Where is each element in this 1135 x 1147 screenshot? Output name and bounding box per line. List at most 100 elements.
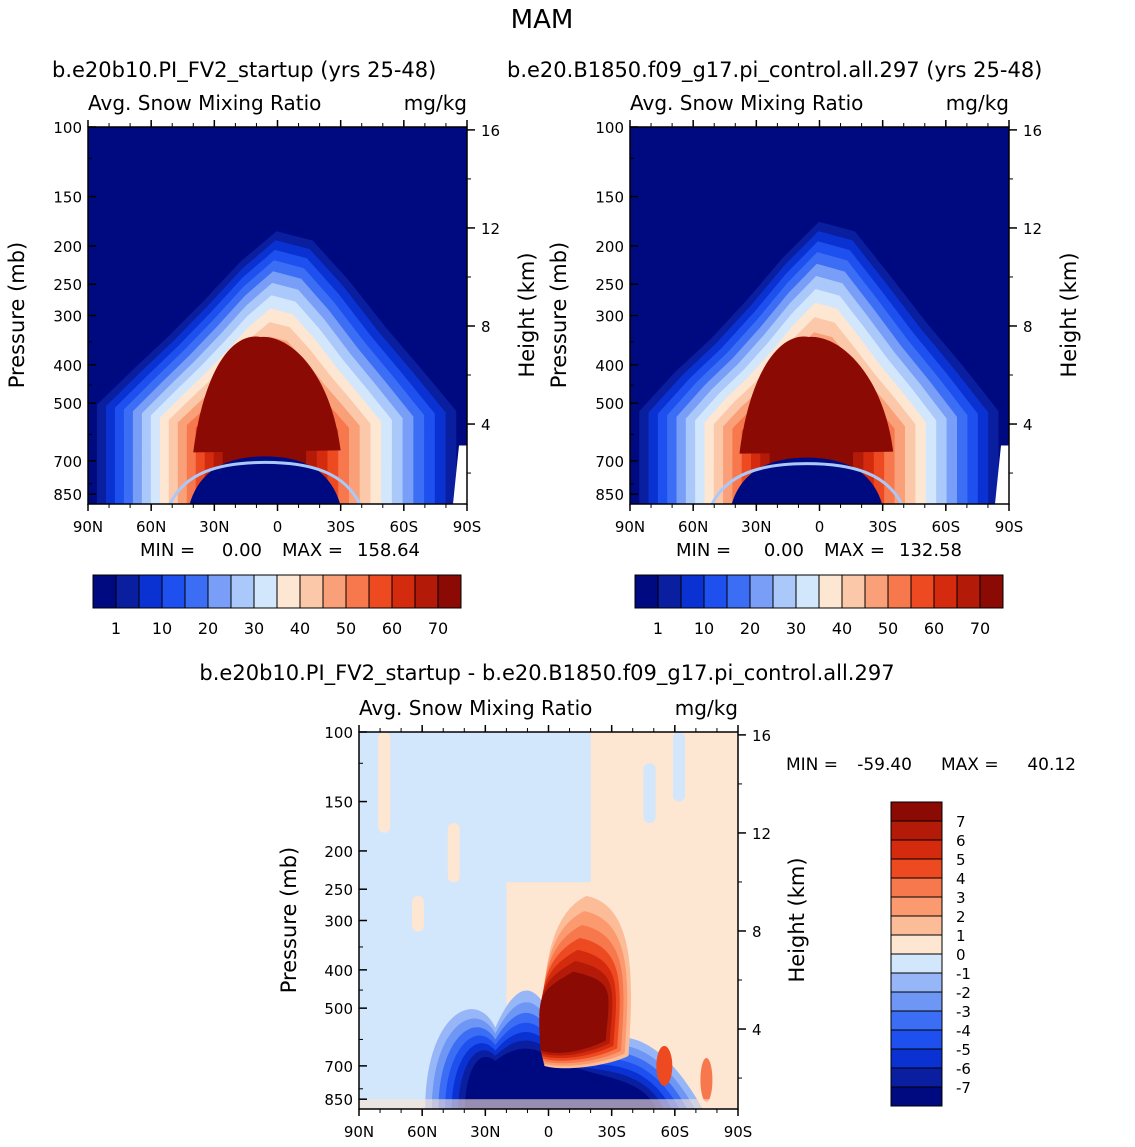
diff-streak bbox=[643, 763, 656, 824]
left-min-label: MIN = bbox=[140, 540, 195, 561]
diff-ytick-label: 700 bbox=[324, 1058, 353, 1076]
left-max-value: 158.64 bbox=[357, 540, 420, 561]
left-height-tick-label: 16 bbox=[481, 122, 500, 140]
right-plot-units: mg/kg bbox=[946, 91, 1009, 115]
diff-colorbar-box bbox=[890, 953, 943, 974]
diff-xtick-label: 30N bbox=[470, 1123, 500, 1141]
diff-xtick-label: 30S bbox=[597, 1123, 626, 1141]
left-colorbar-label: 50 bbox=[336, 619, 356, 638]
left-plot-title: Avg. Snow Mixing Ratio bbox=[88, 91, 321, 115]
left-min-value: 0.00 bbox=[222, 540, 262, 561]
right-ytick-label: 850 bbox=[595, 486, 624, 504]
diff-colorbar-box bbox=[890, 1010, 943, 1031]
left-colorbar-label: 70 bbox=[428, 619, 448, 638]
left-colorbar-box bbox=[115, 574, 140, 609]
diff-positive-blob bbox=[700, 1057, 713, 1102]
right-axes: 100 150 200 250 300 400 500 700 850 16 12 8 4 90N 60N 3… bbox=[595, 119, 1042, 536]
left-panel: Avg. Snow Mixing Ratio mg/kg 10015020025… bbox=[5, 91, 539, 638]
right-colorbar-label: 20 bbox=[740, 619, 760, 638]
season-title: MAM bbox=[511, 5, 574, 35]
left-ytick-label: 200 bbox=[53, 238, 82, 256]
right-colorbar-label: 70 bbox=[970, 619, 990, 638]
diff-streak bbox=[673, 732, 686, 802]
right-colorbar-box bbox=[887, 574, 912, 609]
diff-positive-core bbox=[539, 971, 609, 1053]
diff-colorbar-box bbox=[890, 858, 943, 879]
right-colorbar-box bbox=[749, 574, 774, 609]
right-min-value: 0.00 bbox=[764, 540, 804, 561]
left-colorbar-label: 40 bbox=[290, 619, 310, 638]
snow-max-core bbox=[739, 336, 894, 454]
left-colorbar-box bbox=[391, 574, 416, 609]
left-xtick-label: 0 bbox=[273, 518, 283, 536]
right-min-label: MIN = bbox=[676, 540, 731, 561]
melting-layer-edge bbox=[710, 462, 904, 504]
left-xtick-label: 90S bbox=[453, 518, 482, 536]
left-xtick-label: 30N bbox=[199, 518, 229, 536]
right-colorbar-box bbox=[680, 574, 705, 609]
left-height-label: Height (km) bbox=[515, 252, 539, 377]
right-ytick-label: 150 bbox=[595, 189, 624, 207]
diff-panel: Avg. Snow Mixing Ratio mg/kg 10015020025… bbox=[277, 696, 1076, 1141]
diff-colorbar-label: -2 bbox=[956, 984, 971, 1002]
diff-colorbar-label: 1 bbox=[956, 927, 966, 945]
right-xtick-label: 90S bbox=[995, 518, 1024, 536]
diff-xtick-label: 90S bbox=[724, 1123, 753, 1141]
diff-colorbar-box bbox=[890, 820, 943, 841]
left-ytick-label: 250 bbox=[53, 276, 82, 294]
diff-ytick-label: 150 bbox=[324, 794, 353, 812]
right-ytick-label: 100 bbox=[595, 119, 624, 137]
diff-colorbar-box bbox=[890, 915, 943, 936]
diff-colorbar-box bbox=[890, 1086, 943, 1107]
diff-colorbar-label: 7 bbox=[956, 813, 966, 831]
left-colorbar-box bbox=[414, 574, 439, 609]
left-ytick-label: 300 bbox=[53, 308, 82, 326]
left-ytick-label: 150 bbox=[53, 189, 82, 207]
left-colorbar-box bbox=[345, 574, 370, 609]
left-ytick-label: 100 bbox=[53, 119, 82, 137]
diff-xtick-label: 60N bbox=[407, 1123, 437, 1141]
right-ytick-label: 400 bbox=[595, 357, 624, 375]
right-colorbar-box bbox=[726, 574, 751, 609]
left-colorbar-box bbox=[161, 574, 186, 609]
left-xtick-label: 60N bbox=[136, 518, 166, 536]
right-colorbar-box bbox=[634, 574, 659, 609]
left-pressure-label: Pressure (mb) bbox=[5, 242, 29, 389]
diff-colorbar-label: 6 bbox=[956, 832, 966, 850]
right-colorbar-box bbox=[657, 574, 682, 609]
left-height-tick-label: 4 bbox=[481, 416, 491, 434]
left-colorbar-box bbox=[253, 574, 278, 609]
diff-streak bbox=[411, 895, 424, 932]
diff-colorbar-label: 3 bbox=[956, 889, 966, 907]
right-colorbar: 1 10 20 30 40 50 60 70 bbox=[634, 574, 1004, 638]
right-colorbar-label: 50 bbox=[878, 619, 898, 638]
right-colorbar-label: 10 bbox=[694, 619, 714, 638]
right-colorbar-label: 1 bbox=[653, 619, 663, 638]
diff-field bbox=[359, 732, 738, 1109]
left-colorbar-box bbox=[368, 574, 393, 609]
diff-colorbar-label: 5 bbox=[956, 851, 966, 869]
diff-ytick-label: 300 bbox=[324, 913, 353, 931]
diff-negative-lobe bbox=[464, 1048, 657, 1109]
left-colorbar-label: 30 bbox=[244, 619, 264, 638]
missing-data-notch bbox=[995, 445, 1009, 504]
left-colorbar-box bbox=[92, 574, 117, 609]
left-colorbar-box bbox=[276, 574, 301, 609]
diff-height-tick-label: 12 bbox=[752, 825, 771, 843]
right-xtick-label: 30S bbox=[868, 518, 897, 536]
diff-colorbar-label: 4 bbox=[956, 870, 966, 888]
left-xtick-label: 60S bbox=[390, 518, 419, 536]
right-plot-title: Avg. Snow Mixing Ratio bbox=[630, 91, 863, 115]
diff-colorbar-box bbox=[890, 1029, 943, 1050]
below-melting-dome bbox=[731, 457, 882, 504]
right-pressure-label: Pressure (mb) bbox=[547, 242, 571, 389]
below-melting-dome bbox=[189, 456, 341, 504]
missing-data-notch bbox=[453, 445, 467, 504]
left-field bbox=[88, 127, 467, 504]
left-ytick-label: 850 bbox=[53, 486, 82, 504]
left-colorbar-box bbox=[322, 574, 347, 609]
right-xtick-label: 0 bbox=[815, 518, 825, 536]
right-xtick-label: 60N bbox=[678, 518, 708, 536]
right-height-label: Height (km) bbox=[1057, 252, 1081, 377]
